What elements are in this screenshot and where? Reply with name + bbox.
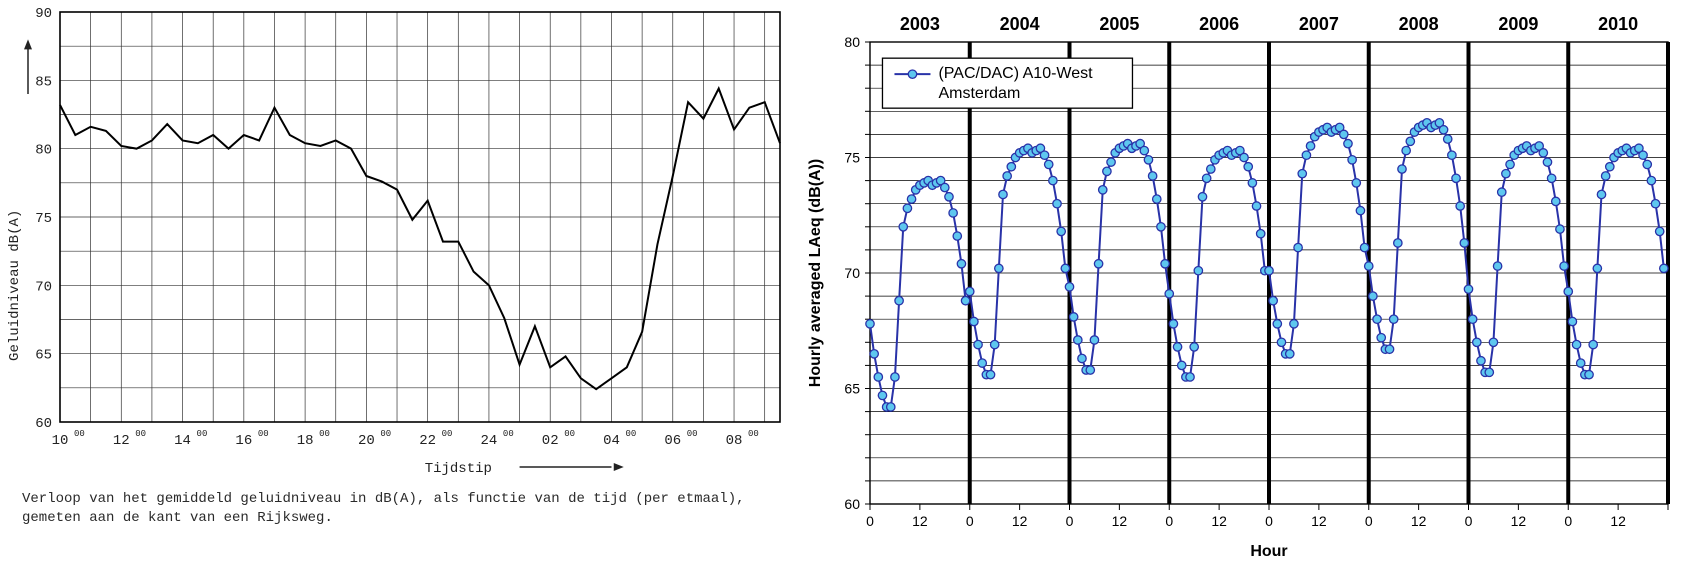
left-y-tick-label: 75 [35,211,52,227]
right-x-label: Hour [1250,543,1287,560]
svg-text:16: 16 [235,433,252,449]
year-label: 2008 [1399,14,1439,34]
svg-text:00: 00 [135,429,146,439]
left-x-tick-label: 24 00 [481,429,514,449]
right-x-tick-label: 12 [1112,513,1128,529]
left-y-tick-label: 85 [35,74,52,90]
right-x-tick-label: 0 [1066,513,1074,529]
right-x-tick-label: 0 [1365,513,1373,529]
right-y-tick-label: 80 [844,34,860,50]
left-x-tick-label: 2000 [358,429,391,449]
svg-text:06: 06 [664,433,681,449]
legend-text-1: (PAC/DAC) A10-West [938,65,1093,82]
year-label: 2004 [1000,14,1040,34]
svg-text:00: 00 [564,429,575,439]
right-markers [866,119,1668,412]
right-x-tick-label: 0 [866,513,874,529]
svg-text:20: 20 [358,433,375,449]
svg-text:Geluidniveau dB(A): Geluidniveau dB(A) [7,210,23,361]
left-y-tick-label: 65 [35,348,52,364]
right-x-tick-label: 12 [1610,513,1626,529]
right-y-tick-label: 75 [844,150,860,166]
year-label: 2003 [900,14,940,34]
year-label: 2007 [1299,14,1339,34]
left-y-tick-label: 90 [35,6,52,22]
svg-text:00: 00 [74,429,85,439]
left-x-tick-label: 02 00 [542,429,575,449]
svg-text:18: 18 [297,433,314,449]
left-x-label: Tijdstip [425,461,624,477]
year-label: 2009 [1498,14,1538,34]
svg-text:Tijdstip: Tijdstip [425,461,492,477]
right-chart-svg: 2003 2004 2005 2006 2007 2008 2009 2010 60 65 70 75… [800,0,1682,568]
right-y-tick-label: 65 [844,381,860,397]
left-chart-panel: 6065707580859010001200140016001800200022… [0,0,800,568]
right-x-tick-label: 0 [1165,513,1173,529]
svg-text:08: 08 [726,433,743,449]
right-x-tick-label: 12 [1012,513,1028,529]
svg-text:22: 22 [419,433,436,449]
right-x-tick-label: 0 [1265,513,1273,529]
left-x-tick-label: 14 00 [174,429,207,449]
svg-text:00: 00 [380,429,391,439]
svg-text:00: 00 [197,429,208,439]
left-data-line [60,89,780,390]
right-legend: (PAC/DAC) A10-West Amsterdam [882,58,1132,108]
svg-text:12: 12 [113,433,130,449]
left-x-tick-label: 1800 [297,429,330,449]
right-x-tick-label: 12 [1211,513,1227,529]
svg-text:14: 14 [174,433,191,449]
svg-text:00: 00 [687,429,698,439]
right-y-tick-label: 60 [844,496,860,512]
svg-text:00: 00 [442,429,453,439]
svg-text:00: 00 [748,429,759,439]
svg-text:04: 04 [603,433,620,449]
left-grid [60,12,780,422]
svg-text:00: 00 [625,429,636,439]
svg-text:02: 02 [542,433,559,449]
svg-text:00: 00 [503,429,514,439]
right-x-tick-label: 12 [1311,513,1327,529]
right-x-tick-label: 12 [1511,513,1527,529]
left-x-tick-label: 22 00 [419,429,452,449]
left-caption: Verloop van het gemiddeld geluidniveau i… [0,490,800,528]
left-y-tick-label: 80 [35,143,52,159]
left-y-label: Geluidniveau dB(A) [7,39,32,361]
left-x-tick-label: 10 00 [52,429,85,449]
right-x-tick-label: 12 [1411,513,1427,529]
left-x-tick-label: 1600 [235,429,268,449]
svg-text:00: 00 [319,429,330,439]
right-chart-panel: 2003 2004 2005 2006 2007 2008 2009 2010 60 65 70 75… [800,0,1682,568]
right-x-tick-label: 0 [966,513,974,529]
right-x-tick-label: 0 [1564,513,1572,529]
left-y-tick-label: 60 [35,416,52,432]
svg-text:24: 24 [481,433,498,449]
left-x-tick-label: 12 00 [113,429,146,449]
year-label: 2005 [1099,14,1139,34]
right-y-tick-label: 70 [844,265,860,281]
year-label: 2010 [1598,14,1638,34]
svg-text:10: 10 [52,433,69,449]
right-y-label: Hourly averaged LAeq (dB(A)) [807,159,824,387]
left-x-tick-label: 06 00 [664,429,697,449]
right-x-tick-label: 12 [912,513,928,529]
left-y-tick-label: 70 [35,279,52,295]
left-chart-svg: 6065707580859010001200140016001800200022… [0,0,800,490]
right-grid [865,42,1668,510]
legend-text-2: Amsterdam [938,85,1020,102]
svg-text:00: 00 [258,429,269,439]
year-label: 2006 [1199,14,1239,34]
left-x-tick-label: 04 00 [603,429,636,449]
right-x-tick-label: 0 [1465,513,1473,529]
left-x-tick-label: 08 00 [726,429,759,449]
